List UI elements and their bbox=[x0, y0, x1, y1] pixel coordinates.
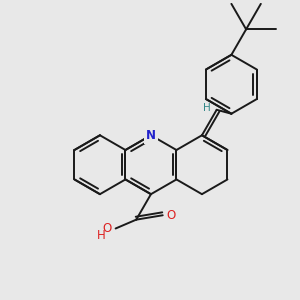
Text: O: O bbox=[103, 222, 112, 235]
Text: H: H bbox=[97, 230, 105, 242]
Text: H: H bbox=[203, 103, 211, 113]
Text: O: O bbox=[167, 209, 176, 222]
Text: N: N bbox=[146, 129, 156, 142]
